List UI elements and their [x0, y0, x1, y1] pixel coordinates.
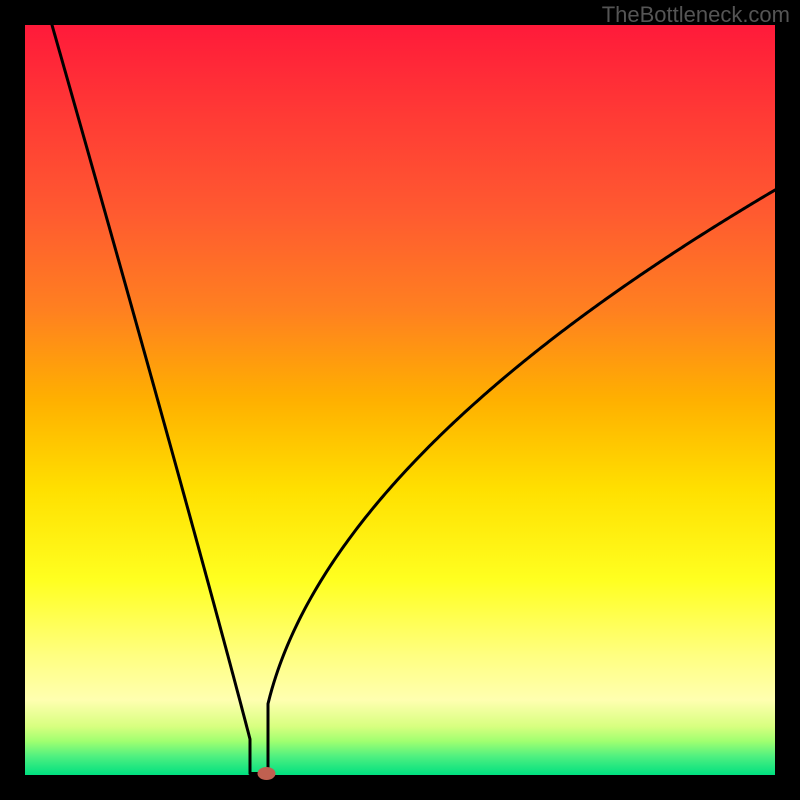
watermark-text: TheBottleneck.com	[602, 2, 790, 28]
chart-container: TheBottleneck.com	[0, 0, 800, 800]
optimum-marker	[258, 767, 276, 780]
gradient-background	[25, 25, 775, 775]
chart-svg	[0, 0, 800, 800]
